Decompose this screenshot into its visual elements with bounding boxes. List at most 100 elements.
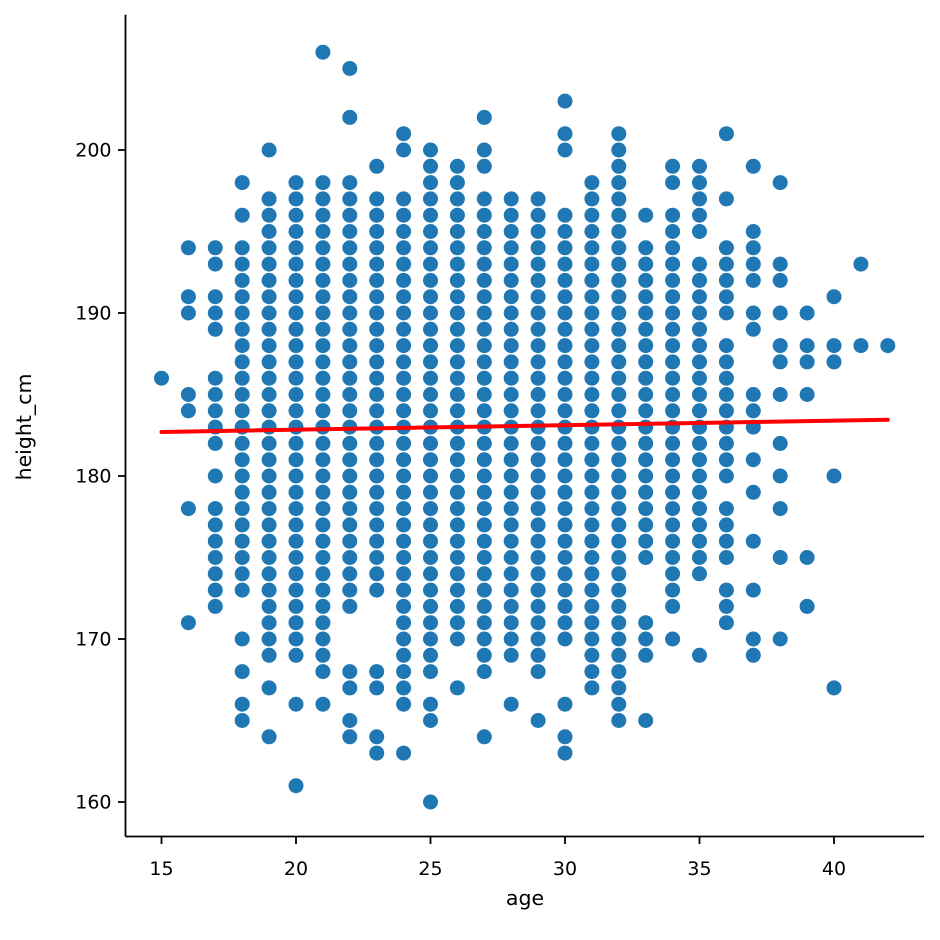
data-point <box>449 272 465 288</box>
data-point <box>584 370 600 386</box>
data-point <box>530 533 546 549</box>
data-point <box>530 240 546 256</box>
data-point <box>207 256 223 272</box>
data-point <box>665 338 681 354</box>
data-point <box>772 256 788 272</box>
data-point <box>476 647 492 663</box>
data-point <box>261 191 277 207</box>
data-point <box>180 240 196 256</box>
scatter-points-group <box>154 44 896 810</box>
data-point <box>423 664 438 680</box>
data-point <box>692 468 707 484</box>
data-point <box>369 452 385 468</box>
data-point <box>234 664 250 680</box>
data-point <box>396 435 412 451</box>
data-point <box>503 533 519 549</box>
data-point <box>396 598 412 614</box>
data-point <box>234 468 250 484</box>
data-point <box>234 321 250 337</box>
data-point <box>611 501 627 517</box>
data-point <box>369 468 385 484</box>
data-point <box>611 126 627 142</box>
data-point <box>799 387 815 402</box>
data-point <box>315 598 331 614</box>
data-point <box>665 501 681 517</box>
data-point <box>745 582 761 598</box>
data-point <box>423 501 438 517</box>
data-point <box>503 370 519 386</box>
data-point <box>234 631 250 647</box>
data-point <box>530 305 546 321</box>
data-point <box>261 142 277 158</box>
data-point <box>423 142 438 158</box>
data-point <box>261 305 277 321</box>
data-point <box>530 647 546 663</box>
data-point <box>449 305 465 321</box>
data-point <box>584 272 600 288</box>
data-point <box>530 615 546 631</box>
data-point <box>396 696 412 712</box>
data-point <box>342 207 358 223</box>
data-point <box>396 664 412 680</box>
data-point <box>665 582 681 598</box>
data-point <box>423 175 438 191</box>
data-point <box>315 338 331 354</box>
data-point <box>396 305 412 321</box>
data-point <box>476 191 492 207</box>
data-point <box>315 387 331 402</box>
data-point <box>665 598 681 614</box>
data-point <box>638 338 654 354</box>
data-point <box>503 272 519 288</box>
data-point <box>530 191 546 207</box>
data-point <box>745 272 761 288</box>
data-point <box>369 354 385 370</box>
trend-line <box>159 417 890 434</box>
data-point <box>369 745 385 761</box>
data-point <box>449 387 465 402</box>
data-point <box>234 256 250 272</box>
data-point <box>315 419 331 435</box>
data-point <box>745 484 761 500</box>
data-point <box>665 321 681 337</box>
data-point <box>772 272 788 288</box>
data-point <box>557 305 573 321</box>
data-point <box>692 435 707 451</box>
data-point <box>503 598 519 614</box>
data-point <box>342 370 358 386</box>
data-point <box>288 468 304 484</box>
data-point <box>288 305 304 321</box>
data-point <box>476 664 492 680</box>
data-point <box>772 468 788 484</box>
data-point <box>853 338 869 354</box>
data-point <box>611 338 627 354</box>
data-point <box>665 158 681 174</box>
data-point <box>180 289 196 305</box>
x-tick-label: 30 <box>553 858 577 880</box>
data-point <box>611 240 627 256</box>
data-point <box>342 501 358 517</box>
data-point <box>449 158 465 174</box>
data-point <box>396 256 412 272</box>
data-point <box>718 550 734 565</box>
data-point <box>288 631 304 647</box>
data-point <box>611 484 627 500</box>
data-point <box>449 631 465 647</box>
data-point <box>396 647 412 663</box>
data-point <box>638 289 654 305</box>
data-point <box>234 517 250 533</box>
data-point <box>584 256 600 272</box>
data-point <box>503 631 519 647</box>
data-point <box>611 224 627 239</box>
data-point <box>530 403 546 419</box>
data-point <box>692 207 707 223</box>
data-point <box>261 533 277 549</box>
data-point <box>207 582 223 598</box>
data-point <box>261 256 277 272</box>
data-point <box>369 224 385 239</box>
data-point <box>557 533 573 549</box>
data-point <box>665 305 681 321</box>
data-point <box>369 680 385 696</box>
data-point <box>288 550 304 565</box>
data-point <box>261 468 277 484</box>
data-point <box>611 713 627 728</box>
